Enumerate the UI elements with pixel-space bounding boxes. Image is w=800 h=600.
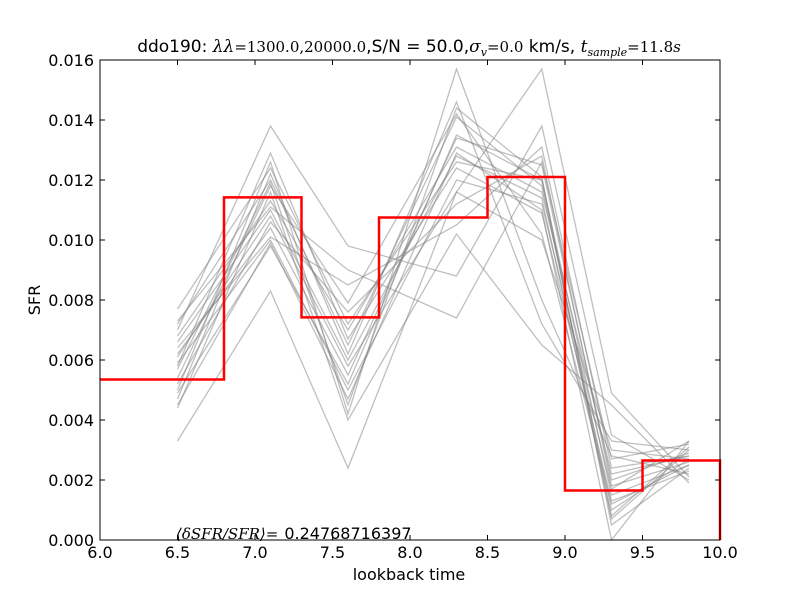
title-sigma-unit: km/s, [523,37,580,57]
x-tick-label-1: 6.5 [165,543,190,562]
x-tick-label-7: 9.5 [630,543,655,562]
realization-line-10 [176,100,690,451]
axis-ticks: 6.0 6.5 7.0 7.5 8.0 8.5 9.0 9.5 10.0 0.000 0.002 0.… [48,51,738,562]
annotation-math: ⟨δSFR/SFR⟩= [176,525,278,543]
x-tick-label-8: 10.0 [702,543,738,562]
title-sigma: σ [469,37,481,57]
x-axis-label: lookback time [353,565,466,584]
title-lambda-value: =1300.0,20000.0 [234,38,366,56]
y-tick-label-0: 0.000 [48,531,94,550]
x-tick-label-4: 8.0 [397,543,422,562]
realization-line-9 [176,66,690,475]
realization-lines [176,66,690,542]
x-tick-label-0: 6.0 [87,543,112,562]
y-tick-label-2: 0.004 [48,411,94,430]
realization-line-3 [176,146,690,475]
realization-line-8 [176,112,690,505]
realization-line-19 [176,191,690,460]
realization-line-15 [177,145,690,469]
title-t: t [581,37,588,57]
realization-line-1 [176,161,690,496]
title-sn: ,S/N = 50.0, [366,37,469,57]
realization-line-18 [176,134,690,521]
realization-line-17 [176,151,690,502]
true-sfh-step-line [100,175,722,540]
y-axis-label: SFR [25,285,44,315]
y-tick-label-7: 0.014 [48,111,94,130]
x-tick-label-5: 8.5 [475,543,500,562]
realization-line-20 [176,152,690,542]
realization-line-16 [176,154,690,487]
x-tick-label-2: 7.0 [242,543,267,562]
realization-line-4 [176,155,690,518]
x-tick-label-3: 7.5 [320,543,345,562]
title-prefix: ddo190: [137,37,213,57]
true-sfh-layer [100,175,722,540]
chart-title: ddo190: λλ=1300.0,20000.0,S/N = 50.0,σv=… [137,37,681,59]
title-sigma-sub: v [481,46,488,59]
title-sigma-value: =0.0 [487,38,523,56]
realization-line-14 [176,160,690,460]
title-t-value: =11.8 [627,38,673,56]
realization-line-6 [176,179,690,491]
annotation: ⟨δSFR/SFR⟩= 0.24768716397 [176,524,412,543]
title-t-unit: s [673,38,681,56]
realization-line-5 [176,137,690,481]
realization-line-2 [176,115,690,512]
realization-line-13 [176,124,690,481]
y-tick-label-3: 0.006 [48,351,94,370]
y-tick-label-8: 0.016 [48,51,94,70]
title-lambda: λλ [212,37,235,57]
title-t-sub: sample [587,46,627,59]
realization-line-7 [176,106,690,527]
realization-line-11 [176,190,690,484]
y-tick-label-4: 0.008 [48,291,94,310]
y-tick-label-6: 0.012 [48,171,94,190]
x-tick-label-6: 9.0 [552,543,577,562]
y-tick-label-1: 0.002 [48,471,94,490]
y-tick-label-5: 0.010 [48,231,94,250]
annotation-value: 0.24768716397 [284,524,411,543]
